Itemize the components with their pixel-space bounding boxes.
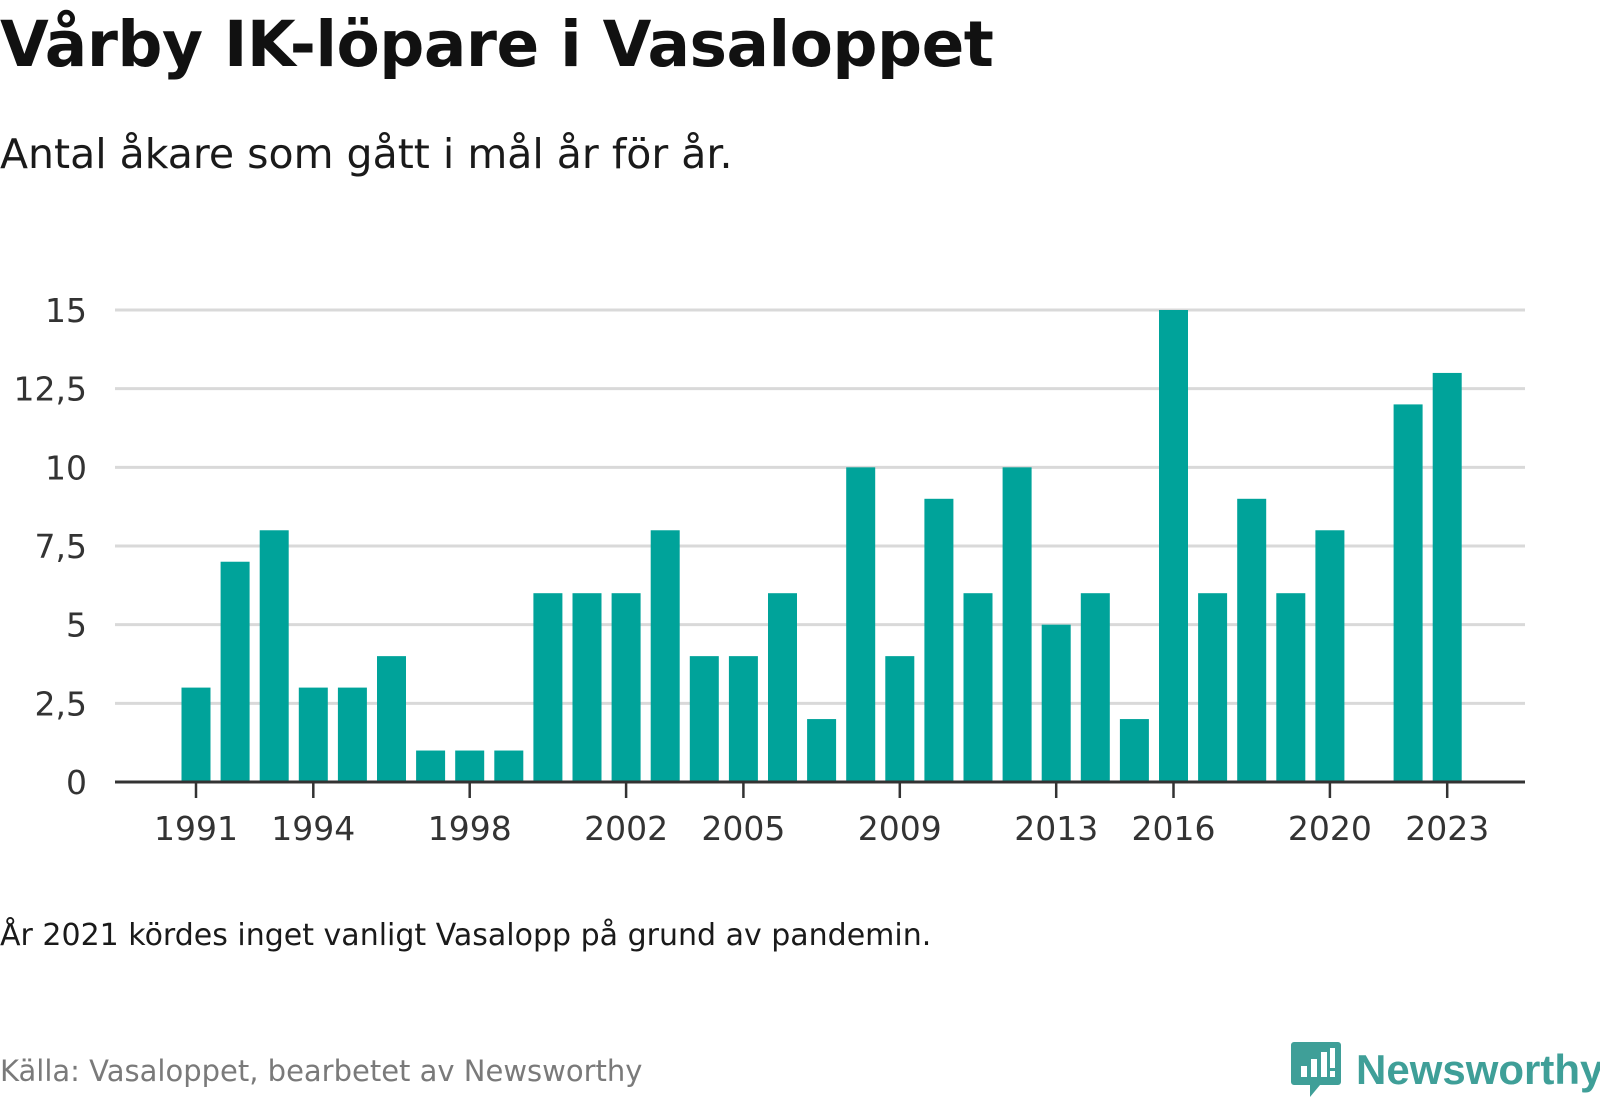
bar-2014	[1080, 593, 1110, 782]
bar-2008	[846, 467, 876, 782]
bar-2011	[963, 593, 993, 782]
brand-name: Newsworthy	[1356, 1046, 1600, 1093]
y-tick-label: 12,5	[14, 370, 87, 409]
x-tick-label: 2016	[1132, 809, 1216, 848]
x-tick-label: 2009	[858, 809, 942, 848]
bar-2002	[611, 593, 641, 782]
chart-subtitle: Antal åkare som gått i mål år för år.	[0, 130, 733, 178]
bar-1995	[337, 687, 367, 782]
source-credit: Källa: Vasaloppet, bearbetet av Newswort…	[0, 1054, 643, 1088]
bar-2012	[1002, 467, 1032, 782]
y-tick-label: 0	[66, 763, 87, 802]
bar-2013	[1041, 624, 1071, 782]
bar-2004	[689, 656, 719, 782]
y-tick-label: 7,5	[35, 527, 87, 566]
bar-2000	[533, 593, 563, 782]
newsworthy-logo-icon	[1291, 1042, 1341, 1097]
x-tick-label: 1998	[428, 809, 512, 848]
bar-2023	[1432, 372, 1462, 782]
x-tick-label: 2005	[701, 809, 785, 848]
x-tick-label: 2023	[1405, 809, 1489, 848]
bar-2009	[885, 656, 915, 782]
bar-1991	[181, 687, 211, 782]
y-tick-label: 10	[45, 448, 87, 487]
x-tick-label: 2020	[1288, 809, 1372, 848]
bar-1993	[259, 530, 289, 782]
bar-1996	[377, 656, 406, 782]
bar-2007	[807, 719, 837, 782]
bar-2005	[728, 656, 758, 782]
bar-1999	[494, 750, 524, 782]
bar-1994	[298, 687, 328, 782]
x-tick-label: 2013	[1014, 809, 1098, 848]
newsworthy-brand[interactable]: Newsworthy	[1290, 1040, 1600, 1100]
chart-note: År 2021 kördes inget vanligt Vasalopp på…	[0, 918, 932, 953]
chart-title: Vårby IK-löpare i Vasaloppet	[0, 8, 994, 81]
y-tick-label: 15	[45, 291, 87, 330]
x-tick-label: 2002	[584, 809, 668, 848]
bar-2020	[1315, 530, 1345, 782]
bar-1997	[416, 750, 446, 782]
bar-2017	[1198, 593, 1228, 782]
bar-chart: 0 2,5 5 7,5 10 12,5 15 1991 1994 1998 2002 2005 2009…	[14, 291, 1525, 848]
bar-2010	[924, 498, 954, 782]
bar-2019	[1276, 593, 1306, 782]
bar-2016	[1159, 310, 1188, 782]
x-tick-label: 1991	[154, 809, 238, 848]
bar-1992	[220, 561, 250, 782]
x-tick-label: 1994	[271, 809, 355, 848]
bar-2015	[1119, 719, 1149, 782]
bar-2006	[768, 593, 797, 782]
y-tick-label: 2,5	[35, 684, 87, 723]
bar-2022	[1393, 404, 1423, 782]
bar-1998	[455, 750, 485, 782]
y-tick-label: 5	[66, 606, 87, 645]
bar-2018	[1237, 498, 1267, 782]
bar-2003	[650, 530, 680, 782]
bar-2001	[572, 593, 602, 782]
